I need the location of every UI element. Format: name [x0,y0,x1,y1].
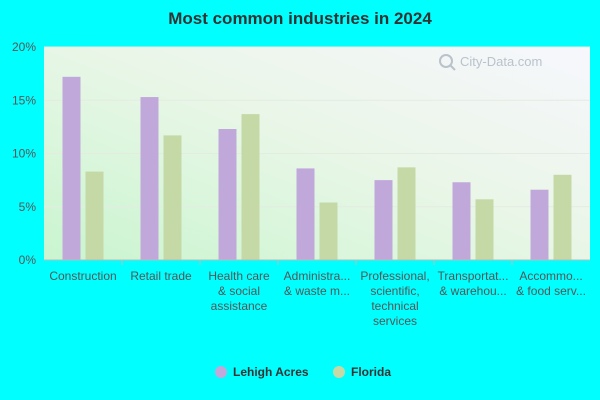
bar-lehigh-acres [296,168,315,260]
watermark-text: City-Data.com [460,54,542,69]
bar-lehigh-acres [62,76,81,260]
bar-florida [85,171,104,260]
legend-label-lehigh-acres: Lehigh Acres [233,365,309,379]
legend: Lehigh Acres Florida [215,365,391,379]
y-tick-label: 10% [12,147,36,161]
magnifier-icon [439,54,456,71]
y-axis: 0% 5% 10% 15% 20% [12,40,36,267]
watermark: City-Data.com [439,54,542,71]
bar-florida [475,199,494,260]
x-tick-label: Retail trade [130,269,192,283]
x-tick-label: Transportat... & warehou... [438,269,509,298]
x-axis: Construction Retail trade Health care & soc… [44,259,590,328]
legend-swatch-florida [333,366,345,378]
y-tick-label: 0% [19,253,37,267]
y-tick-label: 20% [12,40,36,54]
bars [62,76,572,261]
grid-lines [44,46,590,208]
bar-florida [397,167,416,260]
x-tick-label: Health care & social assistance [208,269,270,313]
bar-florida [163,135,182,260]
chart-title: Most common industries in 2024 [168,9,432,28]
x-tick-label: Professional, scientific, technical service… [360,269,429,328]
y-tick-label: 5% [19,200,37,214]
x-tick-label: Administra... & waste m... [284,269,351,298]
bar-florida [319,202,338,260]
bar-lehigh-acres [452,182,471,260]
y-tick-label: 15% [12,93,36,107]
x-tick-label: Construction [49,269,116,283]
bar-lehigh-acres [140,97,159,261]
legend-swatch-lehigh-acres [215,366,227,378]
x-tick-label: Accommo... & food serv... [516,269,586,298]
bar-florida [241,114,260,260]
bar-lehigh-acres [530,189,549,260]
legend-item-lehigh-acres: Lehigh Acres [215,365,309,379]
bar-lehigh-acres [374,180,393,260]
legend-item-florida: Florida [333,365,391,379]
legend-label-florida: Florida [351,365,391,379]
bar-lehigh-acres [218,129,237,260]
bar-florida [553,174,572,260]
